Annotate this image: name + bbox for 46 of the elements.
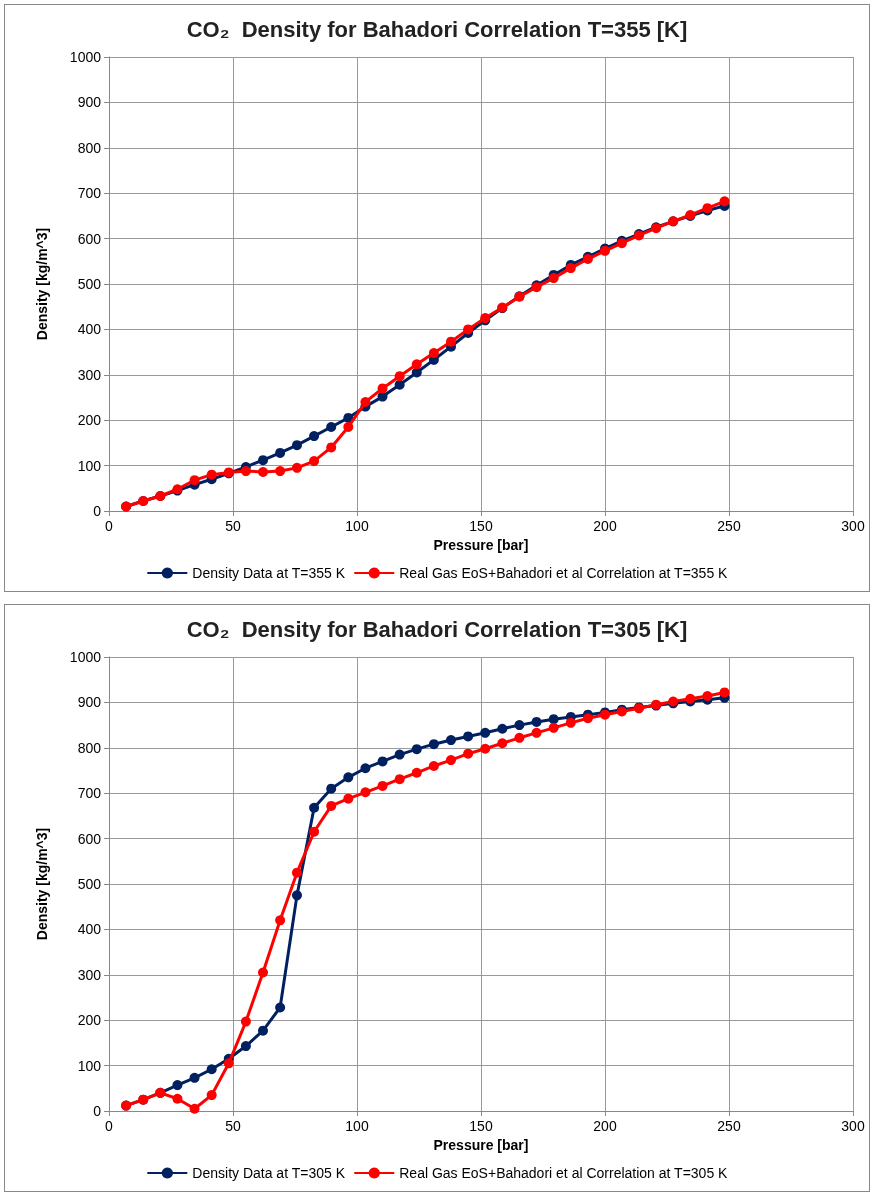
y-tick-label: 1000 <box>69 649 102 665</box>
x-tick-label: 150 <box>469 518 493 534</box>
y-axis-title: Density [kg/m^3] <box>34 827 50 941</box>
x-tick-label: 250 <box>717 518 741 534</box>
y-tick-label: 300 <box>77 366 102 383</box>
y-tick-label: 200 <box>77 1012 102 1029</box>
y-tick-label: 800 <box>77 139 102 156</box>
y-tick-label: 0 <box>93 1103 102 1119</box>
y-axis-title: Density [kg/m^3] <box>34 227 50 341</box>
y-tick-label: 100 <box>77 457 102 474</box>
x-tick-label: 300 <box>841 518 865 534</box>
y-tick-label: 400 <box>77 921 102 938</box>
chart-title: CO₂ Density for Bahadori Correlation T=355 [K] <box>186 16 688 42</box>
y-tick-label: 600 <box>77 230 102 247</box>
x-tick-label: 0 <box>105 518 114 534</box>
y-tick-label: 700 <box>77 785 102 802</box>
y-tick-label: 100 <box>77 1057 102 1074</box>
x-tick-label: 200 <box>593 1118 617 1134</box>
x-tick-label: 250 <box>717 1118 741 1134</box>
legend-label: Density Data at T=305 K <box>192 1165 346 1181</box>
x-tick-label: 50 <box>225 518 241 534</box>
y-tick-label: 900 <box>77 94 102 111</box>
x-tick-label: 100 <box>345 1118 369 1134</box>
legend-label: Density Data at T=355 K <box>192 565 346 581</box>
y-tick-label: 700 <box>77 185 102 202</box>
x-tick-label: 300 <box>841 1118 865 1134</box>
y-tick-label: 1000 <box>69 49 102 65</box>
x-tick-label: 200 <box>593 518 617 534</box>
y-tick-label: 600 <box>77 830 102 847</box>
x-tick-label: 150 <box>469 1118 493 1134</box>
y-tick-label: 300 <box>77 966 102 983</box>
x-axis-title: Pressure [bar] <box>433 1136 529 1153</box>
y-tick-label: 0 <box>93 503 102 519</box>
y-tick-label: 900 <box>77 694 102 711</box>
x-axis-title: Pressure [bar] <box>433 536 529 553</box>
y-tick-label: 500 <box>77 876 102 892</box>
chart-title: CO₂ Density for Bahadori Correlation T=305 [K] <box>186 616 688 642</box>
y-tick-label: 400 <box>77 321 102 338</box>
y-tick-label: 200 <box>77 412 102 429</box>
x-tick-label: 100 <box>345 518 369 534</box>
x-tick-label: 50 <box>225 1118 241 1134</box>
x-tick-label: 0 <box>105 1118 114 1134</box>
legend-label: Real Gas EoS+Bahadori et al Correlation at T=355 K <box>399 565 729 581</box>
legend-label: Real Gas EoS+Bahadori et al Correlation at T=305 K <box>399 1165 729 1181</box>
y-tick-label: 500 <box>77 276 102 292</box>
y-tick-label: 800 <box>77 739 102 756</box>
